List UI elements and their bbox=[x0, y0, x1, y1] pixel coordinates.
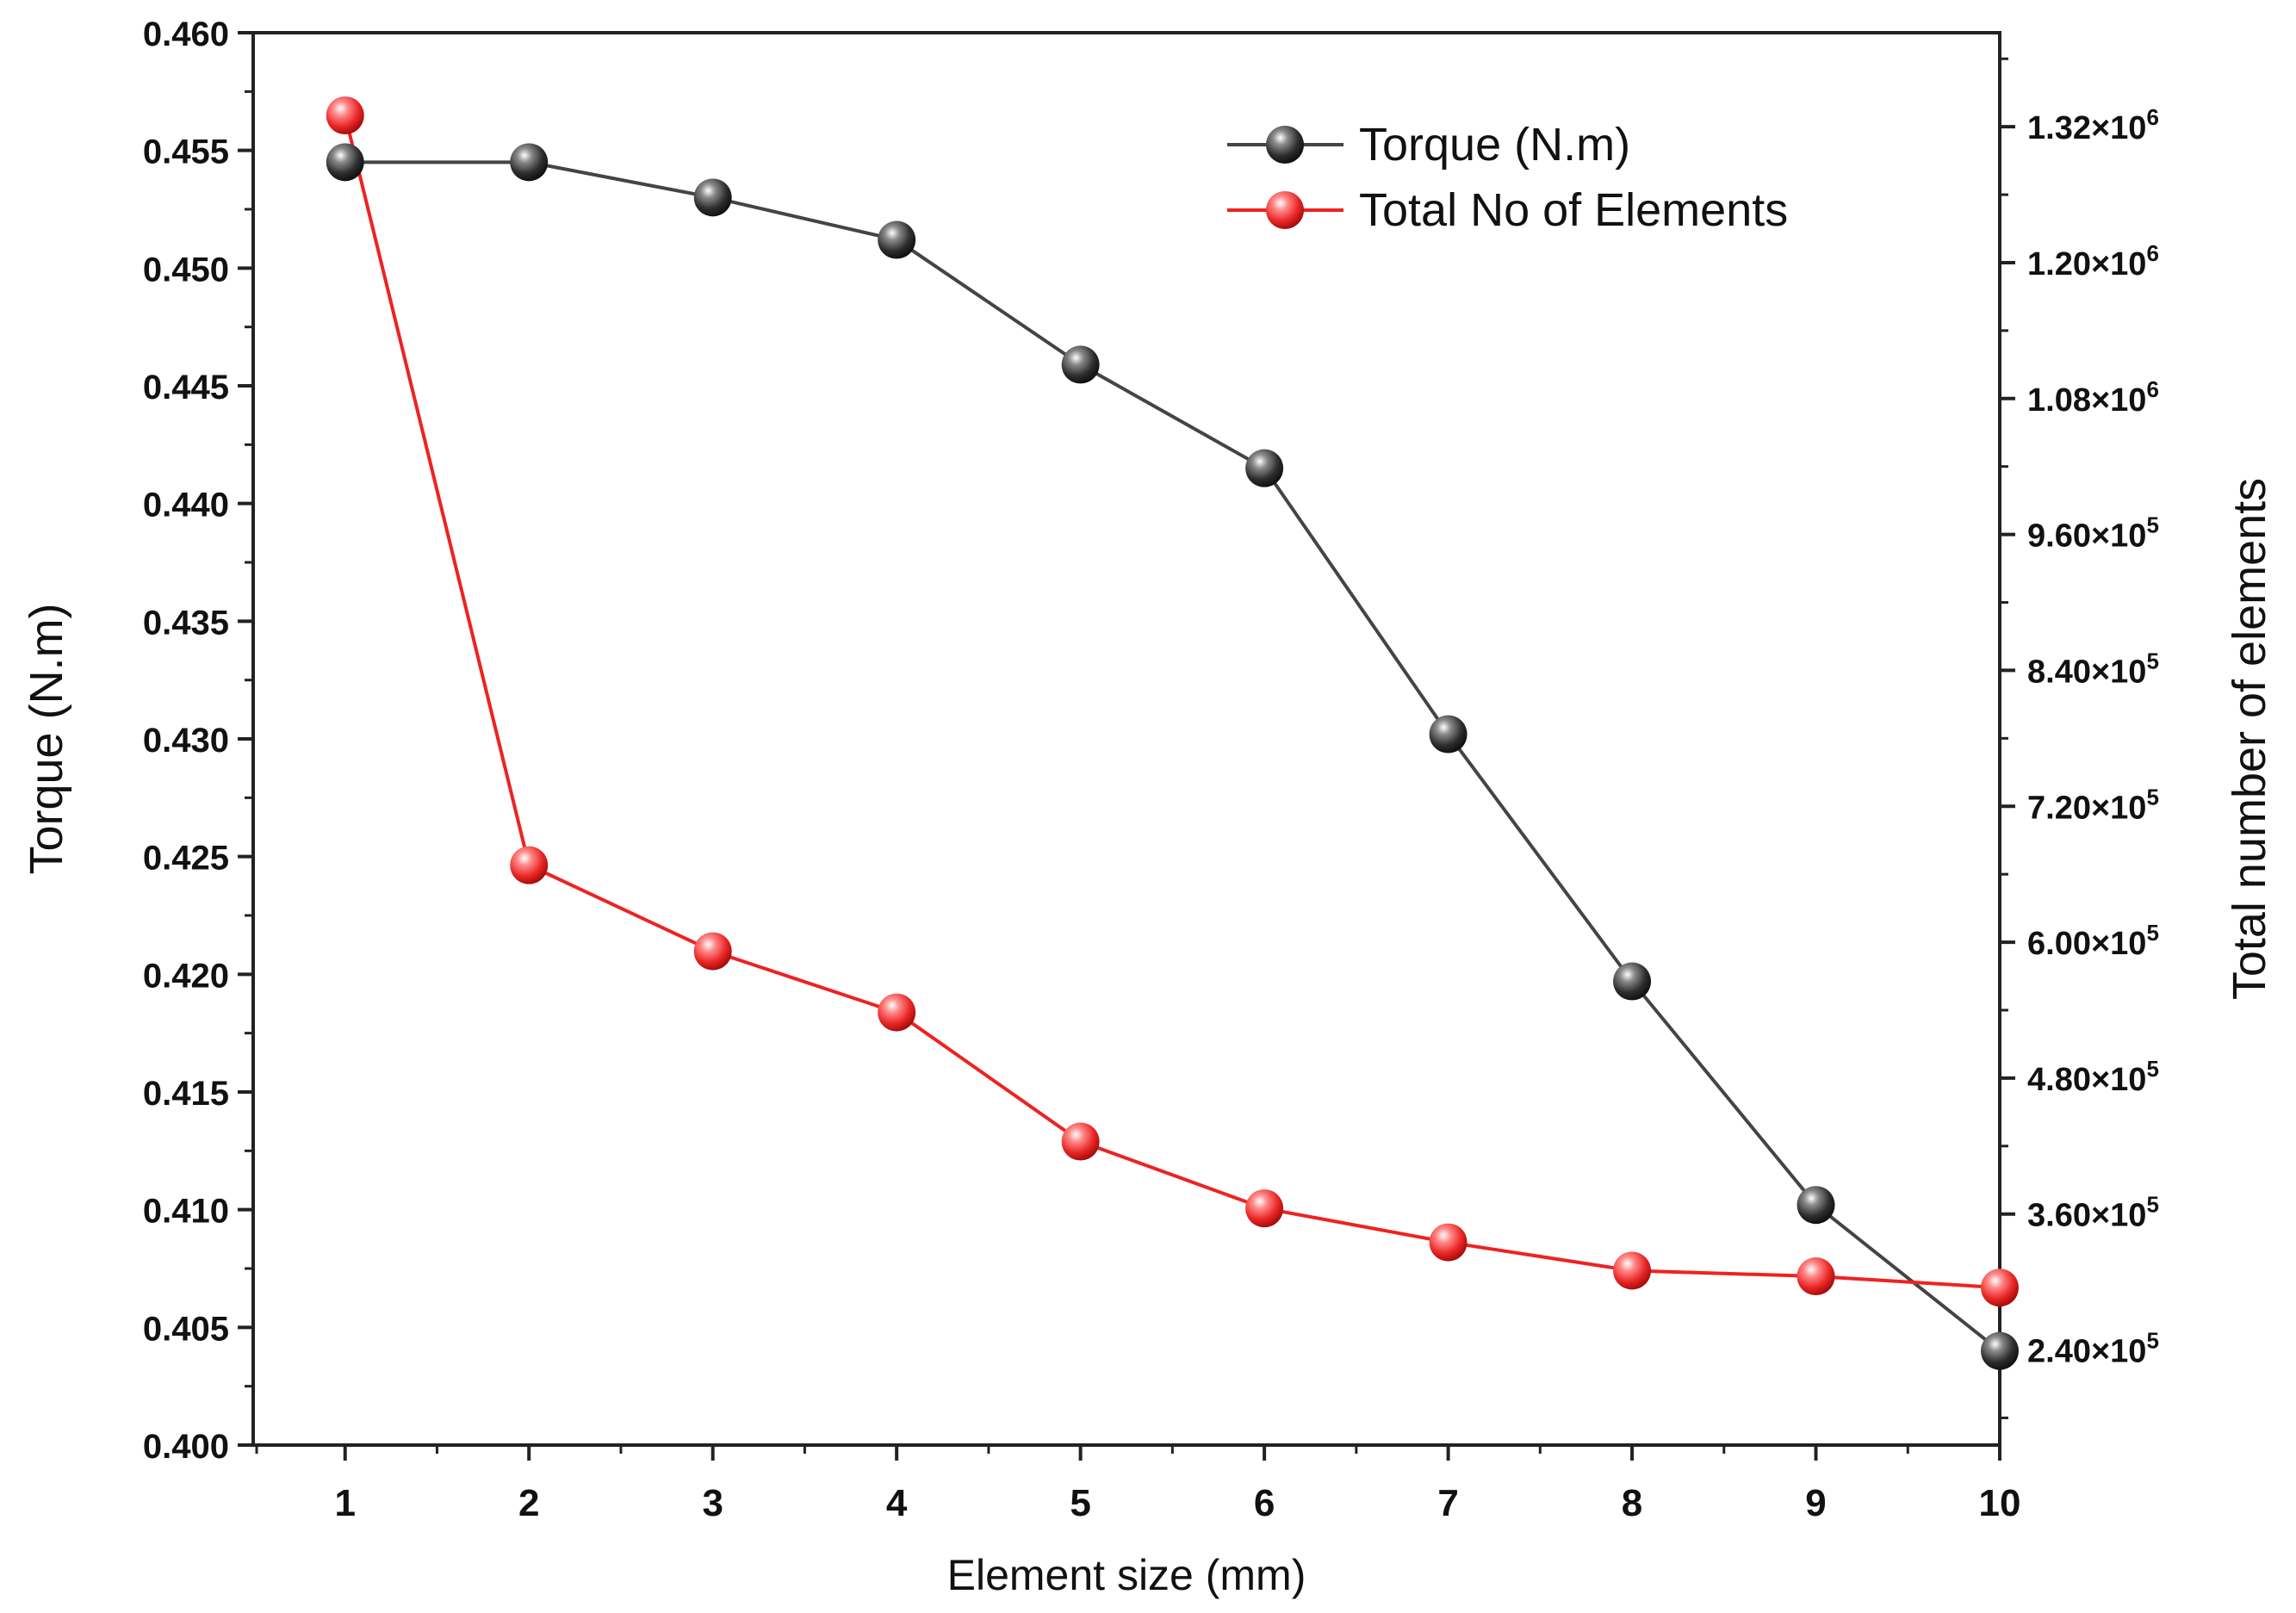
right-tick-label: 8.40×105 bbox=[2027, 648, 2159, 690]
x-axis-ticks: 1 2 3 4 5 6 7 8 9 10 bbox=[255, 1445, 2021, 1524]
x-tick-label: 4 bbox=[886, 1482, 908, 1524]
x-tick-label: 10 bbox=[1979, 1482, 2021, 1524]
point-torque bbox=[1245, 449, 1284, 487]
right-tick-label: 2.40×105 bbox=[2027, 1328, 2159, 1370]
left-tick-label: 0.455 bbox=[143, 133, 229, 171]
plot-frame bbox=[251, 31, 2001, 1447]
point-elements bbox=[1061, 1122, 1100, 1161]
point-torque bbox=[510, 143, 549, 182]
left-tick-label: 0.400 bbox=[143, 1428, 229, 1466]
right-tick-label: 1.20×106 bbox=[2027, 240, 2159, 282]
point-elements bbox=[878, 993, 916, 1032]
right-tick-label: 1.32×106 bbox=[2027, 104, 2159, 146]
series-line-torque bbox=[344, 160, 1997, 1351]
x-tick-label: 8 bbox=[1622, 1482, 1642, 1524]
left-tick-label: 0.450 bbox=[143, 251, 229, 288]
x-axis-title: Element size (mm) bbox=[947, 1551, 1306, 1599]
left-tick-label: 0.425 bbox=[143, 840, 229, 878]
legend-label-torque: Torque (N.m) bbox=[1359, 119, 1630, 171]
x-tick-label: 7 bbox=[1437, 1482, 1458, 1524]
left-tick-label: 0.410 bbox=[143, 1193, 229, 1231]
left-tick-label: 0.445 bbox=[143, 369, 229, 406]
left-tick-label: 0.420 bbox=[143, 957, 229, 995]
x-tick-label: 5 bbox=[1070, 1482, 1090, 1524]
point-elements bbox=[326, 96, 364, 135]
x-tick-label: 1 bbox=[334, 1482, 355, 1524]
right-axis-ticks: 2.40×105 3.60×105 4.80×105 6.00×105 7.20×105… bbox=[2000, 57, 2159, 1419]
legend: Torque (N.m) Total No of Elements bbox=[1227, 119, 1788, 236]
point-torque bbox=[878, 220, 916, 259]
series-layer bbox=[343, 115, 1997, 1351]
right-tick-label: 4.80×105 bbox=[2027, 1056, 2159, 1098]
legend-marker-torque bbox=[1266, 126, 1304, 164]
left-tick-label: 0.415 bbox=[143, 1075, 229, 1113]
point-torque bbox=[1981, 1331, 2019, 1370]
right-tick-label: 6.00×105 bbox=[2027, 920, 2159, 962]
left-tick-label: 0.435 bbox=[143, 604, 229, 642]
x-tick-label: 6 bbox=[1254, 1482, 1275, 1524]
point-torque bbox=[1061, 345, 1100, 384]
point-torque bbox=[693, 178, 732, 217]
right-tick-label: 1.08×106 bbox=[2027, 376, 2159, 419]
left-tick-label: 0.440 bbox=[143, 487, 229, 524]
x-tick-label: 9 bbox=[1805, 1482, 1826, 1524]
right-axis-title: Total number of elements bbox=[2224, 478, 2275, 1000]
point-elements bbox=[1981, 1269, 2019, 1307]
left-tick-label: 0.405 bbox=[143, 1310, 229, 1348]
point-elements bbox=[1245, 1189, 1284, 1228]
legend-label-elements: Total No of Elements bbox=[1359, 184, 1788, 236]
marker-layer bbox=[326, 96, 2019, 1370]
point-elements bbox=[1613, 1251, 1652, 1290]
point-torque bbox=[1429, 715, 1468, 754]
point-torque bbox=[1796, 1186, 1835, 1225]
left-tick-label: 0.430 bbox=[143, 722, 229, 760]
point-torque bbox=[326, 143, 364, 182]
point-elements bbox=[1796, 1257, 1835, 1296]
right-tick-label: 9.60×105 bbox=[2027, 512, 2159, 555]
x-tick-label: 3 bbox=[702, 1482, 723, 1524]
right-tick-label: 7.20×105 bbox=[2027, 784, 2159, 826]
point-elements bbox=[1429, 1223, 1468, 1262]
x-tick-label: 2 bbox=[518, 1482, 539, 1524]
right-tick-label: 3.60×105 bbox=[2027, 1192, 2159, 1234]
left-axis-ticks: 0.400 0.405 0.410 0.415 0.420 0.425 0.430 0.435… bbox=[143, 16, 253, 1466]
legend-marker-elements bbox=[1266, 191, 1304, 229]
series-line-elements bbox=[343, 115, 1997, 1290]
point-elements bbox=[510, 846, 549, 884]
point-torque bbox=[1613, 962, 1652, 1001]
left-axis-title: Torque (N.m) bbox=[21, 603, 72, 874]
point-elements bbox=[693, 932, 732, 971]
left-tick-label: 0.460 bbox=[143, 16, 229, 53]
